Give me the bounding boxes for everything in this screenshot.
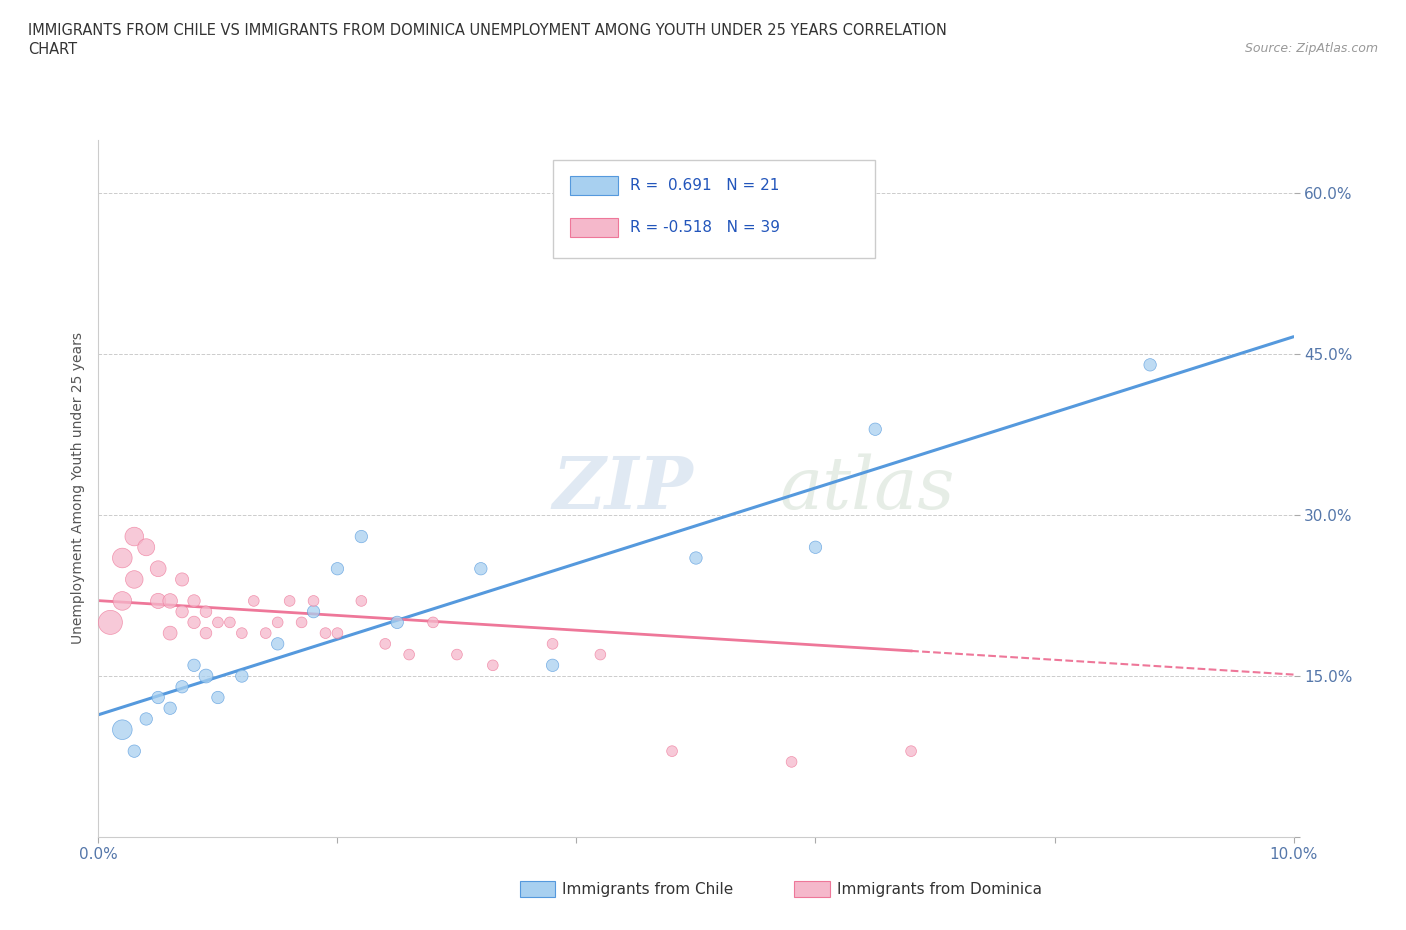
Point — [183, 658, 205, 672]
Point — [111, 551, 134, 565]
Bar — [571, 176, 619, 195]
Point — [243, 593, 266, 608]
Point — [172, 604, 194, 619]
Text: IMMIGRANTS FROM CHILE VS IMMIGRANTS FROM DOMINICA UNEMPLOYMENT AMONG YOUTH UNDER: IMMIGRANTS FROM CHILE VS IMMIGRANTS FROM… — [28, 23, 948, 38]
Point — [254, 626, 277, 641]
Point — [124, 572, 146, 587]
Point — [159, 701, 181, 716]
Point — [804, 218, 827, 232]
Point — [315, 626, 337, 641]
Text: Source: ZipAtlas.com: Source: ZipAtlas.com — [1244, 42, 1378, 55]
Point — [183, 615, 205, 630]
Point — [385, 615, 409, 630]
Point — [267, 615, 290, 630]
Point — [148, 593, 170, 608]
Point — [124, 744, 146, 759]
Point — [172, 572, 194, 587]
Point — [804, 539, 827, 554]
Point — [780, 754, 803, 769]
Text: ZIP: ZIP — [553, 453, 693, 524]
Text: R = -0.518   N = 39: R = -0.518 N = 39 — [630, 219, 780, 235]
Bar — [571, 218, 619, 237]
Point — [865, 422, 887, 437]
Text: Immigrants from Dominica: Immigrants from Dominica — [837, 882, 1042, 897]
Point — [374, 636, 396, 651]
Point — [207, 690, 229, 705]
Point — [194, 604, 218, 619]
Point — [135, 711, 157, 726]
Point — [135, 539, 157, 554]
Text: CHART: CHART — [28, 42, 77, 57]
Point — [446, 647, 468, 662]
Point — [350, 593, 373, 608]
Point — [172, 679, 194, 694]
Point — [278, 593, 301, 608]
Point — [326, 626, 349, 641]
Point — [326, 562, 349, 577]
Point — [541, 658, 564, 672]
Point — [589, 647, 612, 662]
Point — [159, 626, 181, 641]
Point — [290, 615, 312, 630]
Point — [231, 669, 253, 684]
Point — [900, 744, 922, 759]
Point — [219, 615, 242, 630]
Point — [111, 723, 134, 737]
Point — [267, 636, 290, 651]
Point — [98, 615, 122, 630]
Point — [470, 562, 492, 577]
Point — [350, 529, 373, 544]
Text: R =  0.691   N = 21: R = 0.691 N = 21 — [630, 178, 779, 193]
Point — [124, 529, 146, 544]
Point — [302, 593, 325, 608]
Point — [685, 551, 707, 565]
Point — [302, 604, 325, 619]
Point — [207, 615, 229, 630]
Point — [194, 669, 218, 684]
Point — [111, 593, 134, 608]
Point — [541, 636, 564, 651]
Text: atlas: atlas — [779, 453, 955, 524]
Point — [1139, 357, 1161, 372]
Point — [148, 562, 170, 577]
Point — [661, 744, 683, 759]
Point — [398, 647, 420, 662]
Point — [148, 690, 170, 705]
Bar — [553, 161, 875, 259]
Point — [481, 658, 505, 672]
Point — [183, 593, 205, 608]
Point — [159, 593, 181, 608]
Text: Immigrants from Chile: Immigrants from Chile — [562, 882, 734, 897]
Y-axis label: Unemployment Among Youth under 25 years: Unemployment Among Youth under 25 years — [70, 332, 84, 644]
Point — [422, 615, 444, 630]
Point — [231, 626, 253, 641]
Point — [194, 626, 218, 641]
